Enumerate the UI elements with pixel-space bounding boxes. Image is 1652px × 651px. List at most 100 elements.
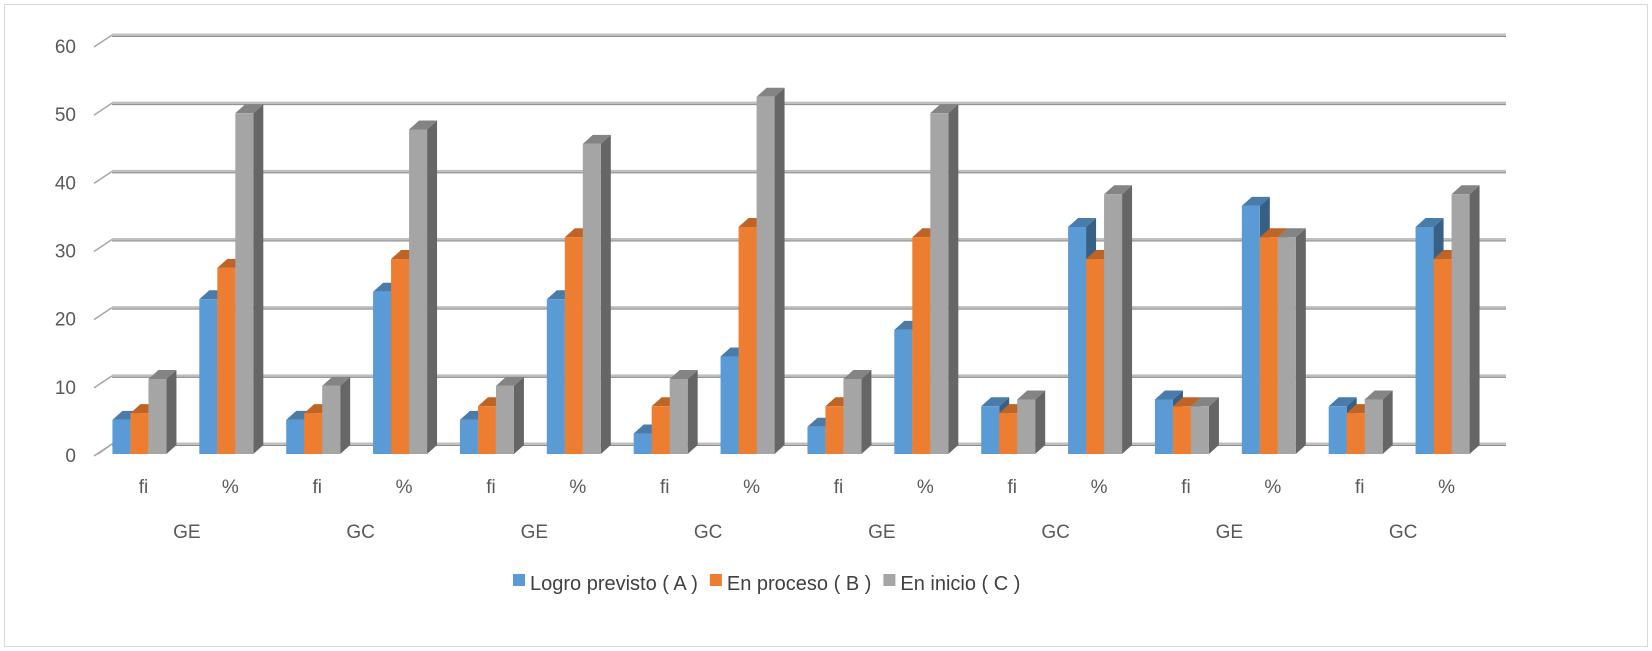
bar [738,227,757,454]
bar [1172,406,1191,454]
gridline-side [93,170,113,184]
bar-side [513,376,524,454]
bar [304,413,323,454]
floor-side-edge [97,443,113,455]
gridline-side [93,102,113,116]
bar-side [687,370,698,454]
bar-side [1382,390,1393,454]
bar [669,379,688,454]
x-tick-label: fi [1355,477,1365,498]
bar [477,406,496,454]
bar [651,406,670,454]
bar-side [1469,185,1480,454]
bar [1415,227,1434,454]
bar [391,259,410,454]
bar [981,406,1000,454]
group-label: GC [1041,522,1070,543]
bar-top [930,104,959,114]
bar [1364,399,1383,454]
bar-top [669,370,698,380]
x-tick-label: fi [312,477,322,498]
bar-top [1451,185,1480,195]
legend-swatch [513,574,525,586]
y-tick-label: 0 [65,446,76,467]
bar-top [1190,397,1219,407]
x-tick-label: % [569,477,586,498]
bar-top [582,134,611,144]
bar [546,299,565,454]
bar [807,426,826,454]
bar-side [600,134,611,454]
x-tick-label: % [1438,477,1455,498]
bar [720,356,739,454]
x-tick-label: % [743,477,760,498]
bar [1346,413,1365,454]
bar-top [495,376,524,386]
bar [999,413,1018,454]
bar [843,379,862,454]
bar-side [861,370,872,454]
bar-top [1241,196,1270,206]
bar-top [409,120,438,130]
x-tick-label: fi [1181,477,1191,498]
bar-side [1208,397,1219,454]
x-tick-label: fi [834,477,844,498]
bar [912,237,931,454]
x-tick-label: % [1264,477,1281,498]
bar [235,113,254,455]
y-tick-label: 60 [55,37,76,58]
bar [373,291,392,454]
group-label: GE [1216,522,1243,543]
bar-top [1328,397,1357,407]
bar-top [1172,397,1201,407]
group-label: GC [346,522,375,543]
bar [148,379,167,454]
bar-side [774,87,785,454]
bar-side [427,120,438,454]
bar-top [1068,218,1097,228]
bar-top [1364,390,1393,400]
legend-label: En proceso ( B ) [727,573,872,595]
bar-top [1415,218,1444,228]
bar [1104,194,1123,454]
x-tick-label: % [1091,477,1108,498]
gridline-side [93,34,113,48]
group-label: GE [521,522,548,543]
y-tick-label: 40 [55,173,76,194]
bar [1017,399,1036,454]
bar [1086,259,1105,454]
bar [894,329,913,454]
x-tick-label: fi [139,477,149,498]
bar [825,406,844,454]
bar [199,299,218,454]
bar-top [235,104,264,114]
bar-top [1277,228,1306,238]
group-label: GE [173,522,200,543]
y-tick-label: 20 [55,310,76,331]
bar-top [756,87,785,97]
bar [1451,194,1470,454]
bar [112,419,131,454]
bar-top [1017,390,1046,400]
x-tick-label: fi [486,477,496,498]
group-label: GC [1389,522,1418,543]
gridline-side [93,375,113,389]
bar [495,385,514,454]
bar [633,433,652,454]
legend-swatch [883,574,896,586]
y-tick-label: 30 [55,242,76,263]
x-tick-label: % [396,477,413,498]
legend-label: Logro previsto ( A ) [530,573,698,595]
bar [1190,406,1209,454]
bar [409,129,428,454]
bar-side [1035,390,1046,454]
bar-top [843,370,872,380]
bar-side [253,104,264,455]
legend-label: En inicio ( C ) [900,573,1020,595]
bar-top [1154,390,1183,400]
bar [756,96,775,454]
bar [1259,237,1278,454]
bar-top [1104,185,1133,195]
group-label: GC [694,522,723,543]
